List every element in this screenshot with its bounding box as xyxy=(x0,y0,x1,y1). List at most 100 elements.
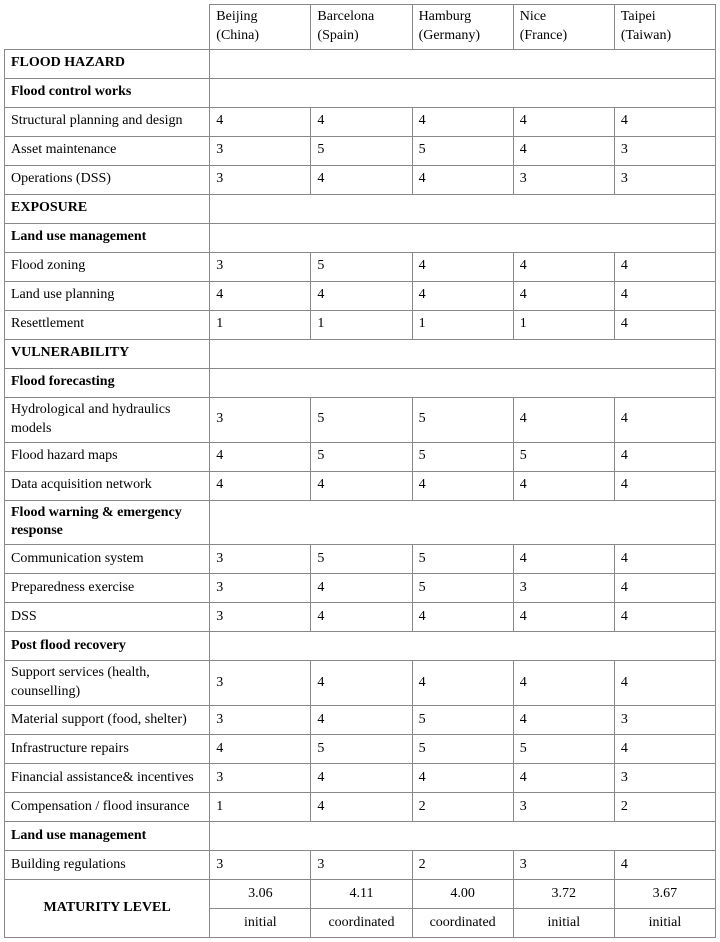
data-cell: 3 xyxy=(210,661,311,706)
data-cell: 5 xyxy=(311,252,412,281)
row-label: Material support (food, shelter) xyxy=(5,706,210,735)
data-cell: 4 xyxy=(311,603,412,632)
row-label: DSS xyxy=(5,603,210,632)
data-cell: 4 xyxy=(210,735,311,764)
group-span xyxy=(210,822,716,851)
row-label: Asset maintenance xyxy=(5,136,210,165)
row-label: Structural planning and design xyxy=(5,107,210,136)
group-title: Flood warning & emergency response xyxy=(5,500,210,545)
row-label: Communication system xyxy=(5,545,210,574)
row-label: Infrastructure repairs xyxy=(5,735,210,764)
column-header: Taipei(Taiwan) xyxy=(614,5,715,50)
maturity-level: initial xyxy=(614,909,715,938)
group-title: Land use management xyxy=(5,822,210,851)
data-cell: 5 xyxy=(412,735,513,764)
data-cell: 5 xyxy=(513,735,614,764)
data-cell: 5 xyxy=(311,545,412,574)
data-cell: 1 xyxy=(311,310,412,339)
maturity-label: MATURITY LEVEL xyxy=(5,880,210,938)
data-cell: 4 xyxy=(614,397,715,442)
data-cell: 4 xyxy=(513,706,614,735)
data-cell: 1 xyxy=(412,310,513,339)
maturity-table: Beijing(China)Barcelona(Spain)Hamburg(Ge… xyxy=(4,4,716,938)
data-cell: 3 xyxy=(311,851,412,880)
data-cell: 4 xyxy=(513,107,614,136)
row-label: Operations (DSS) xyxy=(5,165,210,194)
data-cell: 4 xyxy=(513,545,614,574)
data-cell: 5 xyxy=(311,397,412,442)
data-cell: 4 xyxy=(614,574,715,603)
data-cell: 3 xyxy=(513,574,614,603)
data-cell: 3 xyxy=(210,603,311,632)
section-title: VULNERABILITY xyxy=(5,339,210,368)
data-cell: 4 xyxy=(513,603,614,632)
data-cell: 3 xyxy=(210,136,311,165)
data-cell: 5 xyxy=(412,136,513,165)
data-cell: 4 xyxy=(614,252,715,281)
data-cell: 4 xyxy=(210,107,311,136)
data-cell: 3 xyxy=(513,793,614,822)
group-title: Land use management xyxy=(5,223,210,252)
data-cell: 4 xyxy=(614,545,715,574)
data-cell: 4 xyxy=(614,107,715,136)
data-cell: 4 xyxy=(412,165,513,194)
data-cell: 3 xyxy=(614,165,715,194)
row-label: Compensation / flood insurance xyxy=(5,793,210,822)
maturity-score: 3.06 xyxy=(210,880,311,909)
data-cell: 3 xyxy=(210,706,311,735)
data-cell: 4 xyxy=(614,851,715,880)
maturity-level: coordinated xyxy=(412,909,513,938)
data-cell: 3 xyxy=(210,851,311,880)
maturity-score: 3.72 xyxy=(513,880,614,909)
data-cell: 4 xyxy=(210,442,311,471)
data-cell: 5 xyxy=(311,136,412,165)
data-cell: 4 xyxy=(513,397,614,442)
data-cell: 5 xyxy=(412,574,513,603)
row-label: Data acquisition network xyxy=(5,471,210,500)
row-label: Land use planning xyxy=(5,281,210,310)
data-cell: 4 xyxy=(412,252,513,281)
section-title: FLOOD HAZARD xyxy=(5,49,210,78)
data-cell: 4 xyxy=(311,281,412,310)
data-cell: 4 xyxy=(311,107,412,136)
group-span xyxy=(210,368,716,397)
group-title: Post flood recovery xyxy=(5,632,210,661)
maturity-level: initial xyxy=(513,909,614,938)
data-cell: 3 xyxy=(614,764,715,793)
data-cell: 4 xyxy=(311,706,412,735)
data-cell: 4 xyxy=(412,661,513,706)
group-title: Flood control works xyxy=(5,78,210,107)
data-cell: 3 xyxy=(614,706,715,735)
data-cell: 3 xyxy=(513,165,614,194)
column-header: Hamburg(Germany) xyxy=(412,5,513,50)
maturity-score: 3.67 xyxy=(614,880,715,909)
section-span xyxy=(210,194,716,223)
maturity-level: coordinated xyxy=(311,909,412,938)
data-cell: 5 xyxy=(513,442,614,471)
row-label: Preparedness exercise xyxy=(5,574,210,603)
data-cell: 4 xyxy=(311,661,412,706)
section-title: EXPOSURE xyxy=(5,194,210,223)
data-cell: 4 xyxy=(614,310,715,339)
data-cell: 3 xyxy=(210,165,311,194)
data-cell: 5 xyxy=(412,442,513,471)
data-cell: 1 xyxy=(210,793,311,822)
data-cell: 1 xyxy=(210,310,311,339)
group-span xyxy=(210,632,716,661)
data-cell: 4 xyxy=(210,471,311,500)
data-cell: 4 xyxy=(412,603,513,632)
group-span xyxy=(210,78,716,107)
data-cell: 5 xyxy=(311,442,412,471)
data-cell: 4 xyxy=(513,252,614,281)
data-cell: 2 xyxy=(412,793,513,822)
data-cell: 4 xyxy=(210,281,311,310)
data-cell: 4 xyxy=(311,793,412,822)
data-cell: 5 xyxy=(311,735,412,764)
group-span xyxy=(210,223,716,252)
data-cell: 4 xyxy=(614,471,715,500)
data-cell: 4 xyxy=(614,281,715,310)
data-cell: 4 xyxy=(513,281,614,310)
data-cell: 4 xyxy=(412,471,513,500)
row-label: Flood hazard maps xyxy=(5,442,210,471)
section-span xyxy=(210,49,716,78)
